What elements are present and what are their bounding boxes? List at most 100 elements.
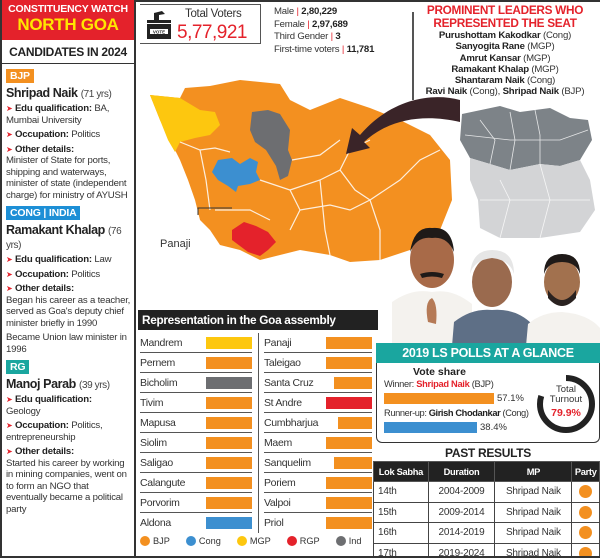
detail-label: Other details:: [14, 143, 75, 155]
leader-item: Ravi Naik (Cong), Shripad Naik (BJP): [410, 86, 600, 97]
occupation-detail: ➤ Occupation: Politics: [6, 269, 131, 281]
goa-locator-map: [440, 100, 600, 240]
turnout-ring-icon: [537, 375, 595, 433]
header-banner: CONSTITUENCY WATCH NORTH GOA: [2, 0, 134, 40]
detail-label: Other details:: [14, 283, 75, 294]
detail-label: Other details:: [14, 446, 75, 457]
party-bar: [326, 436, 372, 449]
seat-name: Panaji: [263, 336, 292, 349]
arrow-icon: ➤: [6, 447, 13, 456]
leader-item: Amrut Kansar (MGP): [410, 53, 600, 64]
seat-name: Tivim: [140, 396, 164, 409]
candidate-age: (71 yrs): [80, 89, 112, 100]
seat-name: Calangute: [140, 476, 186, 489]
seat-name: Poriem: [263, 476, 296, 489]
party-bar: [205, 396, 252, 409]
assembly-title: Representation in the Goa assembly: [138, 310, 378, 330]
party-bar: [326, 476, 372, 489]
party-bar: [326, 336, 372, 349]
seat-row: Mandrem: [140, 333, 252, 353]
ind-dot-icon: [335, 536, 346, 546]
party-bar: [334, 456, 372, 469]
first-time-voters: First-time voters | 11,781: [274, 43, 375, 55]
map-label-panaji: Panaji: [160, 238, 191, 250]
leaders-title-line: PROMINENT LEADERS WHO: [426, 3, 584, 17]
detail-value: Politics: [71, 268, 101, 280]
edu-detail: ➤ Edu qualification: Law: [6, 254, 131, 266]
candidate-name-text: Ramakant Khalap: [6, 223, 105, 237]
candidate-age: (76 yrs): [6, 226, 122, 251]
other-detail-extra: Became Union law minister in 1996: [6, 332, 127, 355]
seat-row: Siolim: [140, 433, 252, 453]
party-bar: [205, 416, 252, 429]
party-bar: [338, 416, 372, 429]
candidate-name: Ramakant Khalap (76 yrs): [6, 223, 131, 251]
seat-row: Aldona: [140, 513, 252, 533]
party-tag: BJP: [6, 69, 34, 83]
seat-name: Sanquelim: [263, 456, 311, 469]
leader-name: Amrut Kansar: [459, 52, 521, 64]
winner-line: Winner: Shripad Naik (BJP): [384, 379, 494, 389]
mgp-dot-icon: [236, 536, 247, 546]
turnout-label: Turnout: [549, 394, 583, 405]
candidates-panel: CONSTITUENCY WATCH NORTH GOA CANDIDATES …: [0, 0, 136, 558]
seat-row: Bicholim: [140, 373, 252, 393]
party-cell: [571, 542, 600, 558]
seat-row: Cumbharjua: [263, 413, 372, 433]
leaders-list: Purushottam Kakodkar (Cong) Sanyogita Ra…: [410, 30, 600, 98]
arrow-icon: ➤: [6, 269, 13, 279]
assembly-left-column: Mandrem Pernem Bicholim Tivim Mapusa Sio…: [138, 333, 254, 533]
third-gender-voters: Third Gender | 3: [274, 31, 341, 42]
runner-vote-bar: [384, 422, 477, 433]
seat-row: Poriem: [263, 473, 372, 493]
seat-row: Saligao: [140, 453, 252, 473]
goa-outline-icon: [460, 106, 595, 239]
rgp-dot-icon: [286, 536, 297, 546]
detail-label: Occupation:: [14, 268, 69, 280]
occupation-detail: ➤ Occupation: Politics: [6, 129, 131, 141]
seat-row: St Andre: [263, 393, 372, 413]
party-bar: [205, 476, 252, 489]
turnout-text: Total Turnout 79.9%: [535, 385, 597, 419]
winner-name: Shripad Naik: [416, 379, 470, 389]
seat-name: Bicholim: [140, 376, 178, 389]
vote-share-heading: Vote share: [413, 366, 466, 378]
breakdown-label: Male: [274, 6, 294, 17]
mp-cell: Shripad Naik: [494, 542, 573, 558]
detail-label: Edu qualification:: [14, 254, 92, 265]
page-title: NORTH GOA: [17, 15, 119, 34]
seat-name: Cumbharjua: [263, 416, 319, 429]
polls-title: 2019 LS POLLS AT A GLANCE: [375, 343, 600, 363]
detail-value: Law: [94, 254, 112, 265]
table-header-row: Lok Sabha Duration MP Party: [373, 461, 600, 482]
locator-arrow-icon: [346, 97, 460, 154]
breakdown-value: 11,781: [346, 43, 375, 55]
legend-item-cong: Cong: [185, 536, 221, 546]
constituency-map: [150, 80, 460, 262]
runner-prefix: Runner-up:: [384, 408, 427, 418]
winner-party: (BJP): [471, 379, 494, 389]
header-kicker: CONSTITUENCY WATCH: [8, 3, 128, 15]
seat-name: Pernem: [140, 356, 175, 369]
duration-cell: 2004-2009: [427, 481, 496, 503]
seat-row: Maem: [263, 433, 372, 453]
leader-item: Sanyogita Rane (MGP): [410, 41, 600, 52]
candidate-name: Shripad Naik (71 yrs): [6, 86, 131, 100]
legend-label: BJP: [153, 536, 170, 546]
candidate-name: Manoj Parab (39 yrs): [6, 377, 131, 391]
table-row: 17th 2019-2024 Shripad Naik: [373, 542, 600, 558]
ls-cell: 14th: [373, 481, 429, 503]
leader-party: (Cong),: [469, 86, 501, 98]
winner-vote-pct: 57.1%: [497, 393, 524, 404]
leader-party: (Cong): [542, 30, 572, 41]
seat-name: Taleigao: [263, 356, 301, 369]
occupation-detail: ➤ Occupation: Politics, entrepreneurship: [6, 420, 131, 443]
leaders-title: PROMINENT LEADERS WHO REPRESENTED THE SE…: [410, 4, 600, 29]
other-detail: ➤ Other details: Began his career as a te…: [6, 283, 131, 329]
runner-vote-pct: 38.4%: [480, 422, 507, 433]
seat-row: Tivim: [140, 393, 252, 413]
voter-breakdown: Male | 2,80,229 Female | 2,97,689 Third …: [274, 6, 374, 56]
leader-name: Sanyogita Rane: [455, 41, 525, 53]
legend-label: Ind: [348, 536, 362, 546]
party-bar: [205, 376, 252, 389]
